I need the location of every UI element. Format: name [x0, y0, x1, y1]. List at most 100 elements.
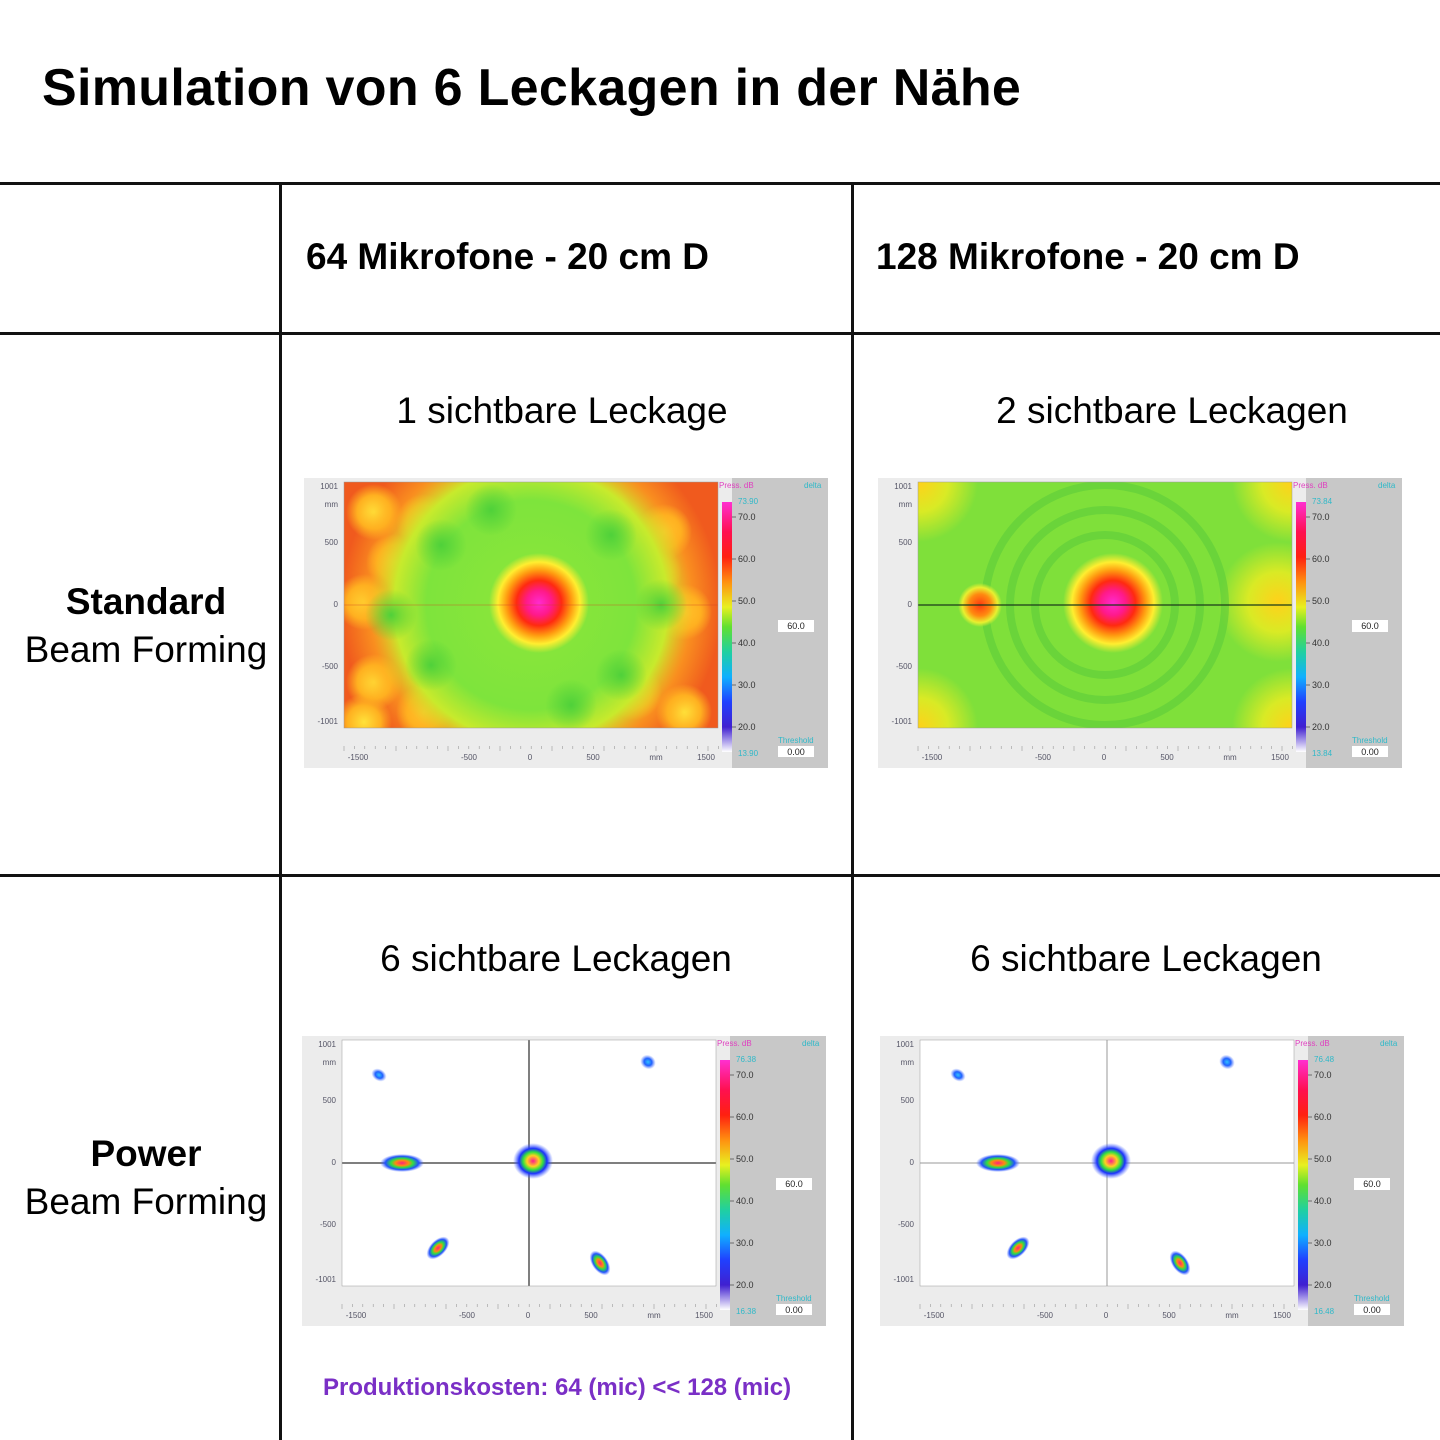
- x-tick-label: 500: [584, 1311, 598, 1320]
- y-tick-label: mm: [325, 500, 339, 509]
- scale-max-label: 76.48: [1314, 1055, 1335, 1064]
- acoustic-map-svg: 1001 mm 500 0 -500 -1001 -1500 -500 0 500 mm 1500 Pr…: [878, 478, 1402, 768]
- range-box: [1354, 1178, 1390, 1190]
- scale-title: Press. dB: [1293, 481, 1328, 490]
- y-tick-label: 1001: [896, 1040, 914, 1049]
- scale-tick-label: 70.0: [738, 512, 756, 522]
- y-tick-label: 1001: [894, 482, 912, 491]
- production-cost-note: Produktionskosten: 64 (mic) << 128 (mic): [323, 1374, 792, 1401]
- scale-tick-label: 30.0: [1314, 1238, 1332, 1248]
- leak-source-6: [589, 1250, 611, 1276]
- color-scale-bar: [720, 1060, 730, 1310]
- range-value: 60.0: [787, 621, 805, 631]
- corner-lobe: [1232, 668, 1292, 728]
- caption-standard-64: 1 sichtbare Leckage: [396, 390, 728, 431]
- x-tick-label: 500: [1160, 753, 1174, 762]
- x-tick-label: 0: [1102, 753, 1107, 762]
- delta-label: delta: [802, 1039, 820, 1048]
- y-tick-label: mm: [901, 1058, 915, 1067]
- scale-tick-label: 70.0: [1312, 512, 1330, 522]
- y-tick-label: mm: [899, 500, 913, 509]
- scale-tick-label: 40.0: [738, 638, 756, 648]
- scale-tick-label: 50.0: [1312, 596, 1330, 606]
- y-tick-label: -1001: [316, 1275, 337, 1284]
- x-tick-label: 1500: [695, 1311, 713, 1320]
- delta-label: delta: [1380, 1039, 1398, 1048]
- corner-lobe: [1232, 482, 1292, 542]
- scale-tick-label: 60.0: [738, 554, 756, 564]
- scale-tick-label: 70.0: [736, 1070, 754, 1080]
- row-header-standard: Standard Beam Forming: [0, 578, 292, 674]
- y-tick-label: 0: [910, 1158, 915, 1167]
- table-row-divider: [0, 874, 1440, 877]
- scale-tick-label: 20.0: [736, 1280, 754, 1290]
- scale-tick-label: 20.0: [738, 722, 756, 732]
- x-tick-label: 500: [1162, 1311, 1176, 1320]
- y-tick-label: mm: [323, 1058, 337, 1067]
- scale-tick-label: 30.0: [738, 680, 756, 690]
- y-tick-label: -1001: [894, 1275, 915, 1284]
- field-ripple: [595, 649, 647, 701]
- threshold-box: [778, 746, 814, 757]
- scale-max-label: 76.38: [736, 1055, 757, 1064]
- scale-min-label: 16.38: [736, 1307, 757, 1316]
- scale-tick-label: 20.0: [1314, 1280, 1332, 1290]
- field-ripple: [415, 519, 467, 571]
- x-tick-label: mm: [1223, 753, 1237, 762]
- leak-source-2: [1219, 1054, 1235, 1070]
- y-tick-label: 1001: [318, 1040, 336, 1049]
- caption-standard-128: 2 sichtbare Leckagen: [996, 390, 1348, 431]
- x-tick-label: -500: [461, 753, 478, 762]
- y-tick-label: 500: [323, 1096, 337, 1105]
- scale-tick-label: 70.0: [1314, 1070, 1332, 1080]
- scale-tick-label: 60.0: [736, 1112, 754, 1122]
- leak-source-6: [1169, 1250, 1191, 1276]
- column-header-64: 64 Mikrofone - 20 cm D: [306, 236, 710, 277]
- x-tick-label: 0: [528, 753, 533, 762]
- map-frame: [343, 481, 719, 729]
- column-header-128: 128 Mikrofone - 20 cm D: [876, 236, 1300, 277]
- scale-min-label: 13.84: [1312, 749, 1333, 758]
- x-tick-label: -500: [1035, 753, 1052, 762]
- leak-source-4: [1091, 1143, 1131, 1179]
- scale-min-label: 16.48: [1314, 1307, 1335, 1316]
- leak-source-3: [976, 1154, 1020, 1172]
- color-scale-bar: [1296, 502, 1306, 752]
- page-title: Simulation von 6 Leckagen in der Nähe: [42, 59, 1022, 117]
- row-header-standard-label: Beam Forming: [24, 629, 268, 670]
- row-header-standard-bold: Standard: [65, 581, 227, 622]
- row-header-power-bold: Power: [90, 1133, 202, 1174]
- scale-tick-label: 30.0: [1312, 680, 1330, 690]
- plot-standard-128: 1001 mm 500 0 -500 -1001 -1500 -500 0 500 mm 1500 Pr…: [878, 478, 1402, 773]
- leak-source-5: [426, 1236, 450, 1260]
- range-box: [778, 620, 814, 632]
- y-tick-label: 500: [325, 538, 339, 547]
- map-frame: [919, 1039, 1295, 1287]
- main-source-hotspot: [1063, 553, 1163, 653]
- x-tick-label: mm: [649, 753, 663, 762]
- scale-tick-label: 20.0: [1312, 722, 1330, 732]
- scale-tick-label: 30.0: [736, 1238, 754, 1248]
- map-frame: [341, 1039, 717, 1287]
- scale-tick-label: 40.0: [1314, 1196, 1332, 1206]
- caption-power-128: 6 sichtbare Leckagen: [970, 938, 1322, 979]
- delta-label: delta: [1378, 481, 1396, 490]
- x-tick-label: -1500: [922, 753, 943, 762]
- scale-title: Press. dB: [1295, 1039, 1330, 1048]
- scale-tick-label: 40.0: [736, 1196, 754, 1206]
- x-tick-label: 1500: [1273, 1311, 1291, 1320]
- y-tick-label: 0: [908, 600, 913, 609]
- scale-title: Press. dB: [717, 1039, 752, 1048]
- y-tick-label: 0: [334, 600, 339, 609]
- threshold-box: [1352, 746, 1388, 757]
- scale-max-label: 73.84: [1312, 497, 1333, 506]
- x-tick-label: -1500: [348, 753, 369, 762]
- range-value: 60.0: [1363, 1179, 1381, 1189]
- x-tick-label: -500: [1037, 1311, 1054, 1320]
- table-column-divider-2: [851, 184, 854, 1440]
- x-tick-label: -500: [459, 1311, 476, 1320]
- range-value: 60.0: [1361, 621, 1379, 631]
- row-header-power: Power Beam Forming: [0, 1130, 292, 1226]
- threshold-box: [1354, 1304, 1390, 1315]
- plot-standard-64: 1001 mm 500 0 -500 -1001 -1500 -500 0 500 mm 1500 Pr…: [304, 478, 828, 773]
